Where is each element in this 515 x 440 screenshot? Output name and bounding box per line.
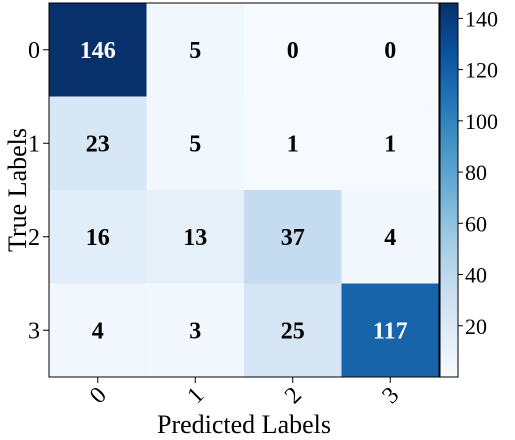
cell-value-label: 13 [183,225,207,251]
heatmap-cell [244,190,342,284]
heatmap-cell [49,190,147,284]
colorbar-tick-label: 20 [465,314,487,339]
x-tick-label: 1 [183,382,210,409]
heatmap-cell [49,283,147,378]
heatmap-cells: 146 5 0 0 23 5 1 1 16 13 37 4 4 3 25 117 [49,3,440,378]
heatmap-cell [244,283,342,378]
y-tick-label: 0 [28,38,40,64]
y-tick-label: 3 [28,318,40,344]
x-tick-label: 2 [280,382,307,409]
heatmap-cell [341,3,440,97]
cell-value-label: 3 [189,318,201,344]
cell-value-label: 4 [92,318,104,344]
cell-value-label: 25 [281,318,305,344]
colorbar-tick-label: 60 [465,211,487,236]
y-axis-label: True Labels [3,128,32,252]
colorbar-tick-label: 120 [465,58,498,83]
cell-value-label: 5 [189,131,201,157]
x-tick-label: 3 [378,382,405,409]
colorbar [439,2,459,378]
y-tick-label: 1 [28,131,40,157]
cell-value-label: 146 [80,38,116,64]
heatmap-cell [49,3,147,97]
heatmap-cell [146,283,245,378]
cell-value-label: 5 [189,38,201,64]
heatmap-cell [146,3,245,97]
colorbar-tick-label: 140 [465,6,498,31]
heatmap-cell [244,96,342,191]
heatmap-cell [244,3,342,97]
heatmap-cell [341,96,440,191]
heatmap-cell [341,190,440,284]
cell-value-label: 0 [384,38,396,64]
cell-value-label: 23 [86,131,110,157]
heatmap-cell [146,96,245,191]
cell-value-label: 1 [384,131,396,157]
colorbar-ticks: 20 40 60 80 100 120 140 [458,6,498,339]
heatmap-cell [146,190,245,284]
cell-value-label: 0 [287,38,299,64]
cell-value-label: 16 [86,225,110,251]
x-axis-label: Predicted Labels [157,410,331,439]
colorbar-tick-label: 80 [465,160,487,185]
heatmap-cell [341,283,440,378]
cell-value-label: 37 [281,225,305,251]
x-tick-label: 0 [85,382,112,409]
cell-value-label: 4 [384,225,396,251]
colorbar-tick-label: 100 [465,109,498,134]
heatmap-cell [49,96,147,191]
colorbar-tick-label: 40 [465,263,487,288]
cell-value-label: 1 [287,131,299,157]
y-tick-label: 2 [28,225,40,251]
cell-value-label: 117 [373,318,408,344]
plot-frame [48,2,440,378]
